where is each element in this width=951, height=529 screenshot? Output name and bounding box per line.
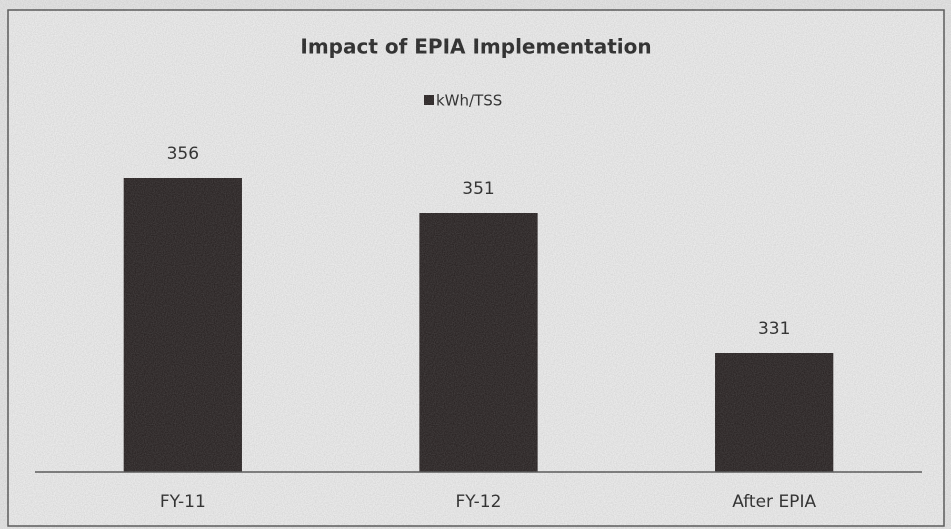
x-tick-label: FY-11 xyxy=(160,492,206,512)
legend-swatch xyxy=(424,95,434,105)
legend-label: kWh/TSS xyxy=(436,92,502,110)
bar xyxy=(715,353,834,472)
chart-title: Impact of EPIA Implementation xyxy=(300,35,651,59)
data-label: 331 xyxy=(758,319,790,339)
bar xyxy=(419,213,538,472)
bar xyxy=(123,178,242,472)
data-label: 356 xyxy=(167,144,199,164)
data-label: 351 xyxy=(462,179,494,199)
x-tick-label: FY-12 xyxy=(456,492,502,512)
x-tick-label: After EPIA xyxy=(732,492,816,512)
